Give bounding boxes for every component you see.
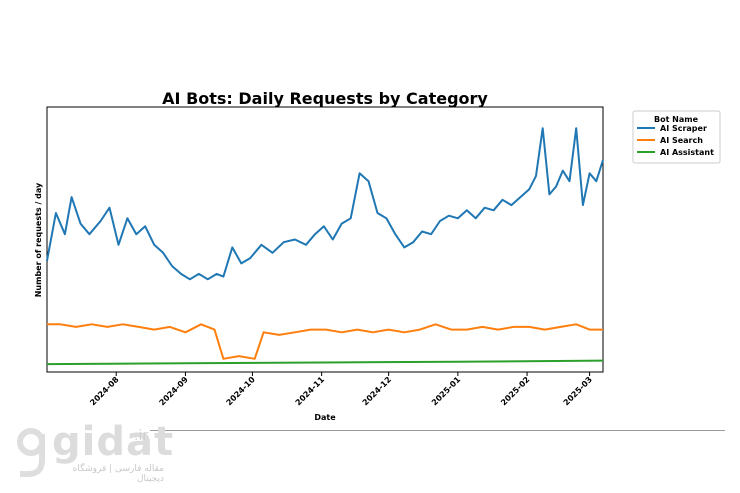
x-tick-label: 2024-12 <box>361 375 393 407</box>
x-tick-label: 2024-10 <box>225 375 258 408</box>
page-divider <box>150 430 725 431</box>
legend-title: Bot Name <box>654 115 699 124</box>
x-axis-ticks: 2024-08 2024-09 2024-10 2024-11 2024-12 2025-… <box>88 372 594 407</box>
x-tick-label: 2024-08 <box>88 375 121 408</box>
x-tick-label: 2024-11 <box>294 375 327 408</box>
watermark-tld: .ir <box>134 428 149 444</box>
legend: Bot Name AI Scraper AI Search AI Assistant <box>632 110 721 164</box>
series-line-ai-search <box>47 323 603 360</box>
watermark-g-icon <box>17 428 45 477</box>
x-tick-label: 2025-01 <box>430 375 463 408</box>
x-tick-label: 2025-02 <box>499 375 531 407</box>
chart-title: AI Bots: Daily Requests by Category <box>162 89 488 108</box>
y-axis-label: Number of requests / day <box>34 182 43 297</box>
legend-label: AI Assistant <box>660 148 714 157</box>
watermark-brand: gidat <box>52 419 175 465</box>
watermark-logo: gidat .ir مقاله فارسی | فروشگاه دیجیتال <box>14 420 173 484</box>
series-line-ai-scraper <box>46 127 604 281</box>
x-tick-label: 2025-03 <box>562 375 594 407</box>
x-axis-label: Date <box>314 413 336 422</box>
series-layer <box>46 127 604 366</box>
watermark-tagline: مقاله فارسی | فروشگاه دیجیتال <box>72 464 164 484</box>
legend-box <box>632 110 721 164</box>
x-tick-label: 2024-09 <box>158 375 191 408</box>
legend-label: AI Search <box>660 136 703 145</box>
plot-area <box>46 106 604 373</box>
legend-label: AI Scraper <box>660 124 707 133</box>
series-line-ai-assistant <box>46 359 604 366</box>
